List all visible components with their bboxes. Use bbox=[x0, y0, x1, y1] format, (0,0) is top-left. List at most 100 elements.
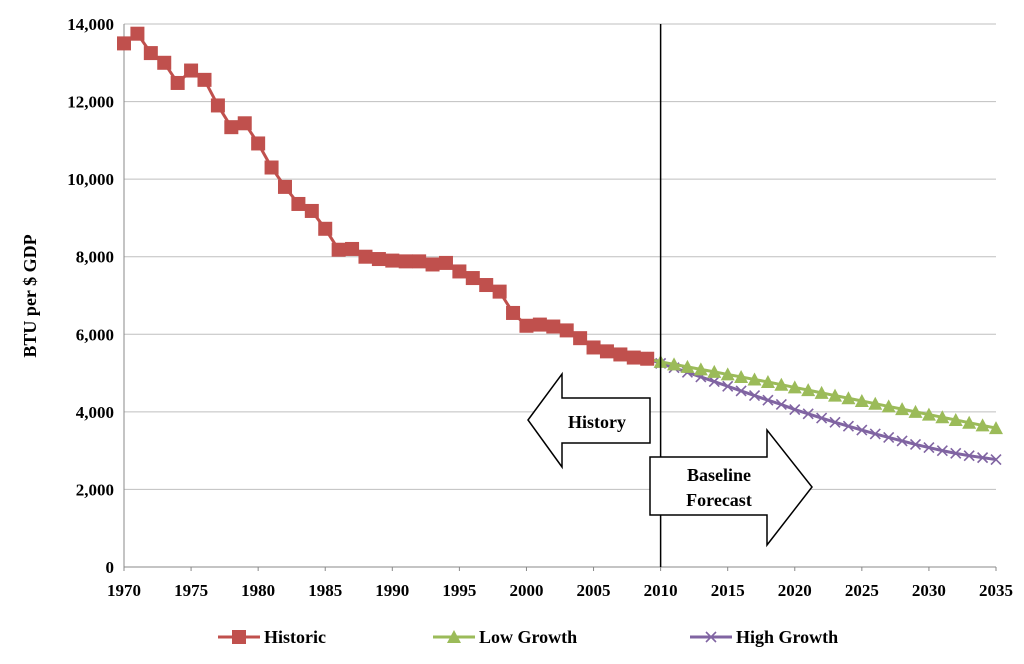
data-point-historic bbox=[251, 136, 266, 151]
data-point-high bbox=[722, 380, 734, 392]
data-point-historic bbox=[371, 252, 386, 267]
legend-marker-historic bbox=[232, 630, 246, 644]
data-point-historic bbox=[452, 264, 467, 279]
axis-layer: 0 2,000 4,000 6,000 8,000 10,000 12,000 14,000 1… bbox=[67, 15, 1013, 600]
y-tick-label: 8,000 bbox=[76, 248, 114, 267]
legend-label-historic: Historic bbox=[264, 627, 326, 647]
data-point-low bbox=[734, 369, 749, 383]
series-high bbox=[641, 353, 1002, 466]
data-point-high bbox=[963, 450, 975, 462]
data-point-high bbox=[708, 376, 720, 388]
data-point-low bbox=[854, 393, 869, 407]
data-point-low bbox=[707, 364, 722, 378]
legend-marker-high bbox=[705, 631, 717, 643]
data-point-historic bbox=[492, 284, 507, 299]
data-point-low bbox=[989, 421, 1003, 435]
data-point-high bbox=[990, 453, 1002, 466]
data-point-high bbox=[789, 403, 801, 416]
x-tick-label: 1975 bbox=[174, 581, 208, 600]
data-point-historic bbox=[586, 340, 601, 355]
y-tick-label: 10,000 bbox=[67, 170, 114, 189]
data-point-historic bbox=[304, 203, 319, 218]
data-point-historic bbox=[479, 278, 494, 293]
data-point-historic bbox=[291, 196, 306, 211]
data-point-low bbox=[935, 410, 950, 424]
data-point-low bbox=[667, 357, 682, 371]
history-arrow-label: History bbox=[568, 412, 626, 432]
data-point-high bbox=[923, 441, 935, 454]
x-tick-label: 2030 bbox=[912, 581, 946, 600]
data-point-low bbox=[948, 413, 963, 427]
legend-item-high: High Growth bbox=[690, 627, 838, 647]
data-point-historic bbox=[277, 179, 292, 194]
data-point-historic bbox=[438, 255, 453, 270]
data-point-high bbox=[883, 431, 895, 444]
data-point-historic bbox=[130, 26, 145, 41]
data-point-historic bbox=[264, 160, 279, 175]
data-point-historic bbox=[143, 46, 158, 61]
data-point-low bbox=[693, 362, 708, 376]
data-point-historic bbox=[331, 242, 346, 257]
x-tick-label: 2000 bbox=[509, 581, 543, 600]
series-low bbox=[640, 351, 1003, 435]
data-point-low bbox=[895, 402, 910, 416]
data-point-historic bbox=[197, 72, 212, 87]
x-tick-label: 1990 bbox=[375, 581, 409, 600]
data-point-high bbox=[842, 420, 854, 432]
data-point-historic bbox=[599, 344, 614, 359]
data-point-low bbox=[680, 359, 695, 373]
data-point-historic bbox=[210, 98, 225, 113]
data-point-historic bbox=[117, 36, 131, 51]
forecast-arrow-label-line1: Baseline bbox=[687, 465, 751, 485]
data-point-historic bbox=[626, 350, 641, 365]
data-point-low bbox=[787, 380, 802, 394]
x-tick-label: 2010 bbox=[644, 581, 678, 600]
data-point-historic bbox=[465, 271, 480, 286]
x-tick-label: 2015 bbox=[711, 581, 745, 600]
data-point-historic bbox=[640, 351, 655, 366]
y-tick-label: 14,000 bbox=[67, 15, 114, 34]
legend: Historic Low Growth High Growth bbox=[218, 627, 838, 647]
data-point-high bbox=[802, 408, 814, 420]
legend-label-high: High Growth bbox=[736, 627, 838, 647]
data-point-high bbox=[856, 424, 868, 436]
legend-label-low: Low Growth bbox=[479, 627, 577, 647]
y-axis-title: BTU per $ GDP bbox=[20, 234, 40, 357]
data-point-high bbox=[869, 428, 881, 440]
data-point-historic bbox=[345, 241, 360, 256]
data-point-high bbox=[950, 447, 962, 459]
data-point-historic bbox=[224, 120, 239, 135]
data-point-historic bbox=[184, 63, 199, 78]
data-point-low bbox=[962, 415, 977, 429]
data-point-low bbox=[828, 388, 843, 402]
data-point-historic bbox=[425, 257, 440, 272]
y-tick-label: 0 bbox=[106, 558, 115, 577]
x-tick-label: 2025 bbox=[845, 581, 879, 600]
data-point-historic bbox=[412, 254, 427, 269]
x-tick-label: 2035 bbox=[979, 581, 1013, 600]
data-point-low bbox=[774, 377, 789, 391]
data-point-historic bbox=[559, 323, 574, 338]
forecast-arrow-shape bbox=[649, 427, 813, 548]
y-tick-label: 12,000 bbox=[67, 93, 114, 112]
data-point-high bbox=[762, 394, 774, 406]
y-tick-label: 2,000 bbox=[76, 480, 114, 499]
data-point-low bbox=[881, 399, 896, 413]
data-point-high bbox=[735, 385, 747, 397]
data-point-low bbox=[720, 367, 735, 381]
series-historic bbox=[117, 26, 655, 366]
data-point-historic bbox=[573, 331, 588, 346]
forecast-arrow: Baseline Forecast bbox=[649, 427, 813, 548]
data-point-low bbox=[814, 385, 829, 399]
data-point-low bbox=[868, 396, 883, 410]
y-tick-label: 6,000 bbox=[76, 325, 114, 344]
x-tick-label: 1970 bbox=[107, 581, 141, 600]
data-point-historic bbox=[546, 319, 561, 334]
data-point-historic bbox=[532, 317, 547, 332]
data-point-historic bbox=[385, 253, 400, 268]
x-tick-label: 1985 bbox=[308, 581, 342, 600]
legend-marker-low bbox=[447, 630, 461, 643]
data-point-high bbox=[816, 412, 828, 424]
series-layer bbox=[117, 26, 1003, 466]
data-point-high bbox=[936, 445, 948, 457]
